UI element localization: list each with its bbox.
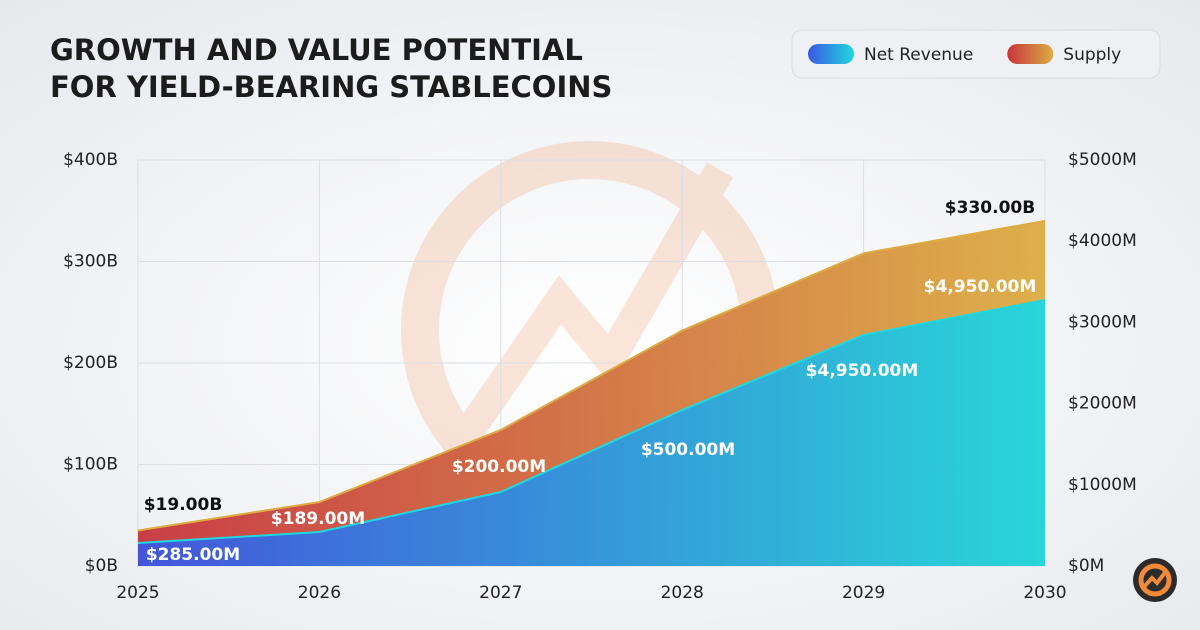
- x-tick-label: 2028: [661, 583, 704, 603]
- y2-tick-label: $1000M: [1068, 475, 1137, 495]
- y-tick-label: $200B: [63, 353, 118, 373]
- x-tick-label: 2027: [479, 583, 522, 603]
- legend-label: Supply: [1063, 45, 1121, 65]
- area: [138, 299, 1045, 566]
- area-line: [137, 219, 1046, 532]
- y2-tick-label: $5000M: [1068, 150, 1137, 170]
- y-tick-label: $300B: [63, 252, 118, 272]
- legend-label: Net Revenue: [864, 45, 973, 65]
- y-tick-label: $100B: [63, 455, 118, 475]
- y-tick-label: $0B: [85, 556, 118, 576]
- x-tick-label: 2026: [298, 583, 341, 603]
- chart-title: FOR YIELD-BEARING STABLECOINS: [50, 70, 612, 104]
- x-tick-label: 2029: [842, 583, 885, 603]
- chart-title: GROWTH AND VALUE POTENTIAL: [50, 33, 583, 67]
- legend-swatch: [808, 44, 854, 64]
- legend-box: [791, 29, 1161, 79]
- y2-tick-label: $3000M: [1068, 312, 1137, 332]
- x-tick-label: 2025: [116, 583, 159, 603]
- annotation: $330.00B: [945, 198, 1035, 218]
- legend-swatch: [1007, 44, 1054, 64]
- area-line: [137, 299, 1046, 545]
- annotation: $19.00B: [144, 495, 223, 515]
- annotation: $500.00M: [641, 440, 735, 460]
- x-tick-label: 2030: [1023, 583, 1066, 603]
- annotation: $285.00M: [146, 545, 240, 565]
- annotation: $200.00M: [452, 457, 546, 477]
- logo: [1133, 558, 1177, 602]
- annotation: $189.00M: [271, 509, 365, 529]
- y2-tick-label: $4000M: [1068, 231, 1137, 251]
- plot: [137, 159, 1046, 567]
- annotation: $4,950.00M: [924, 277, 1037, 297]
- y2-tick-label: $2000M: [1068, 394, 1137, 414]
- y-tick-label: $400B: [63, 150, 118, 170]
- annotation: $4,950.00M: [806, 361, 919, 381]
- y2-tick-label: $0M: [1068, 556, 1104, 576]
